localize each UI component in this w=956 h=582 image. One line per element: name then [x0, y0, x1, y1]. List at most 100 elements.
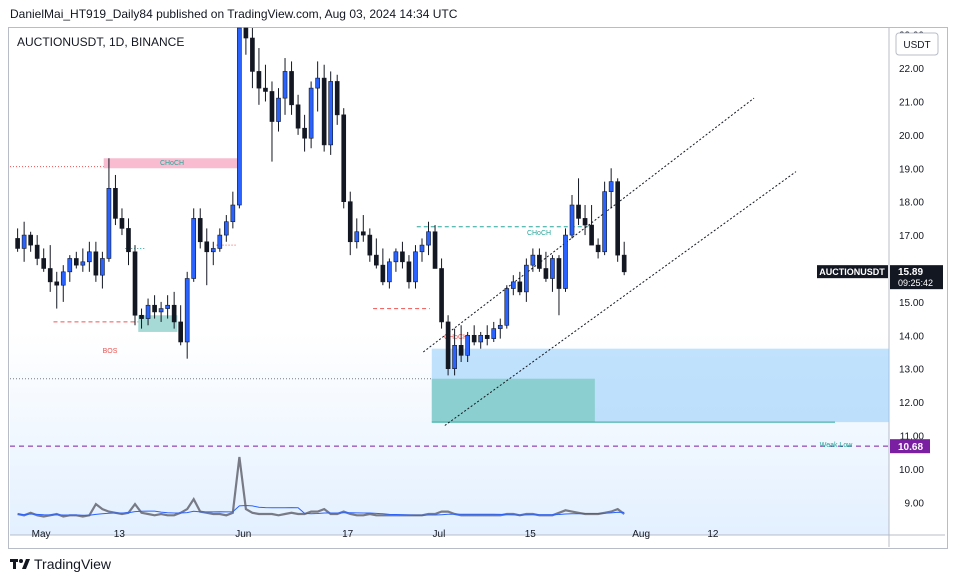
current-price-value: 15.89 — [898, 267, 923, 278]
candle-body — [15, 238, 20, 249]
candle-body — [119, 218, 125, 229]
candle-body — [510, 281, 516, 289]
candle-body — [406, 261, 412, 283]
candle-body — [113, 188, 118, 219]
candle-body — [367, 234, 373, 256]
candle-body — [432, 231, 438, 269]
supply-zone — [103, 158, 241, 169]
x-tick-label: Jun — [235, 529, 251, 540]
candle-body — [595, 244, 601, 253]
candle-body — [550, 258, 555, 279]
candle-body — [465, 334, 470, 356]
candle-body — [576, 204, 581, 219]
candle-body — [360, 231, 366, 236]
candle-body — [60, 271, 66, 286]
volume-average-line — [17, 504, 625, 516]
candle-body — [491, 328, 497, 339]
candle-body — [426, 231, 431, 246]
candle-body — [139, 314, 144, 319]
candle-body — [354, 231, 360, 243]
candle-body — [504, 288, 510, 326]
candle-body — [47, 268, 53, 283]
candle-body — [569, 204, 575, 236]
y-tick-label: 13.00 — [899, 365, 924, 376]
candle-body — [302, 127, 307, 139]
candle-body — [204, 241, 210, 253]
annotation-3: CHoCH — [444, 334, 468, 341]
annotation-0: CHoCH — [160, 160, 184, 167]
candle-body — [380, 264, 386, 283]
candle-body — [106, 188, 112, 259]
current-price-tag — [890, 265, 943, 290]
candle-body — [517, 281, 523, 293]
y-tick-label: 11.00 — [900, 431, 925, 442]
channel-upper-line — [422, 97, 755, 353]
candle-body — [419, 244, 425, 253]
candle-body — [282, 71, 288, 99]
candle-body — [67, 258, 73, 273]
chart-frame[interactable] — [8, 27, 948, 549]
candle-body — [237, 27, 242, 206]
candle-body — [621, 254, 627, 273]
price-name-tag — [817, 265, 888, 279]
published-by-line: DanielMai_HT919_Daily84 published on Tra… — [10, 7, 458, 21]
x-tick-label: Jul — [433, 529, 446, 540]
candle-body — [269, 91, 275, 122]
currency-button-label: USDT — [903, 40, 930, 51]
fair-value-gap-zone — [431, 378, 595, 423]
candle-body — [452, 345, 457, 369]
candle-body — [73, 258, 79, 266]
candle-body — [54, 281, 60, 286]
candle-body — [295, 104, 301, 129]
candle-body — [93, 251, 99, 276]
candle-body — [21, 234, 27, 249]
candle-body — [243, 27, 249, 39]
y-tick-label: 20.00 — [899, 131, 924, 142]
candle-body — [582, 218, 588, 226]
candle-body — [230, 204, 236, 223]
candle-body — [145, 304, 151, 319]
candle-body — [563, 234, 568, 289]
y-tick-label: 18.00 — [899, 198, 924, 209]
y-tick-label: 10.00 — [899, 465, 924, 476]
price-name-label: AUCTIONUSDT — [819, 267, 885, 277]
x-tick-label: 17 — [342, 529, 354, 540]
candle-body — [602, 191, 607, 253]
y-tick-label: 12.00 — [899, 398, 924, 409]
candle-body — [374, 254, 379, 266]
candle-body — [87, 251, 92, 263]
candle-body — [537, 254, 542, 269]
candle-body — [334, 81, 340, 116]
candle-body — [132, 251, 138, 316]
candle-body — [289, 71, 294, 106]
candle-body — [80, 261, 86, 266]
candle-body — [321, 77, 327, 146]
candle-body — [471, 334, 477, 343]
bos-zone — [138, 315, 178, 332]
x-tick-label: 12 — [707, 529, 719, 540]
y-tick-label: 15.00 — [899, 298, 924, 309]
candle-body — [178, 321, 183, 343]
candle-body — [158, 308, 164, 313]
candle-body — [210, 248, 216, 253]
tradingview-logo-icon — [10, 559, 30, 569]
candle-body — [171, 304, 177, 323]
candle-body — [478, 334, 484, 343]
candle-body — [250, 37, 255, 72]
candle-body — [28, 234, 33, 246]
candle-body — [184, 278, 190, 343]
tradingview-footer[interactable]: TradingView — [10, 556, 111, 572]
candle-body — [589, 224, 594, 246]
candle-body — [347, 201, 353, 243]
candle-body — [413, 251, 418, 283]
candle-body — [308, 87, 314, 139]
y-tick-label: 17.00 — [899, 231, 924, 242]
candle-body — [458, 345, 464, 356]
y-tick-label: 14.00 — [899, 331, 924, 342]
candle-body — [100, 258, 105, 276]
x-tick-label: Aug — [632, 529, 650, 540]
candle-body — [217, 234, 223, 249]
candle-body — [341, 114, 347, 202]
candle-body — [445, 321, 451, 369]
